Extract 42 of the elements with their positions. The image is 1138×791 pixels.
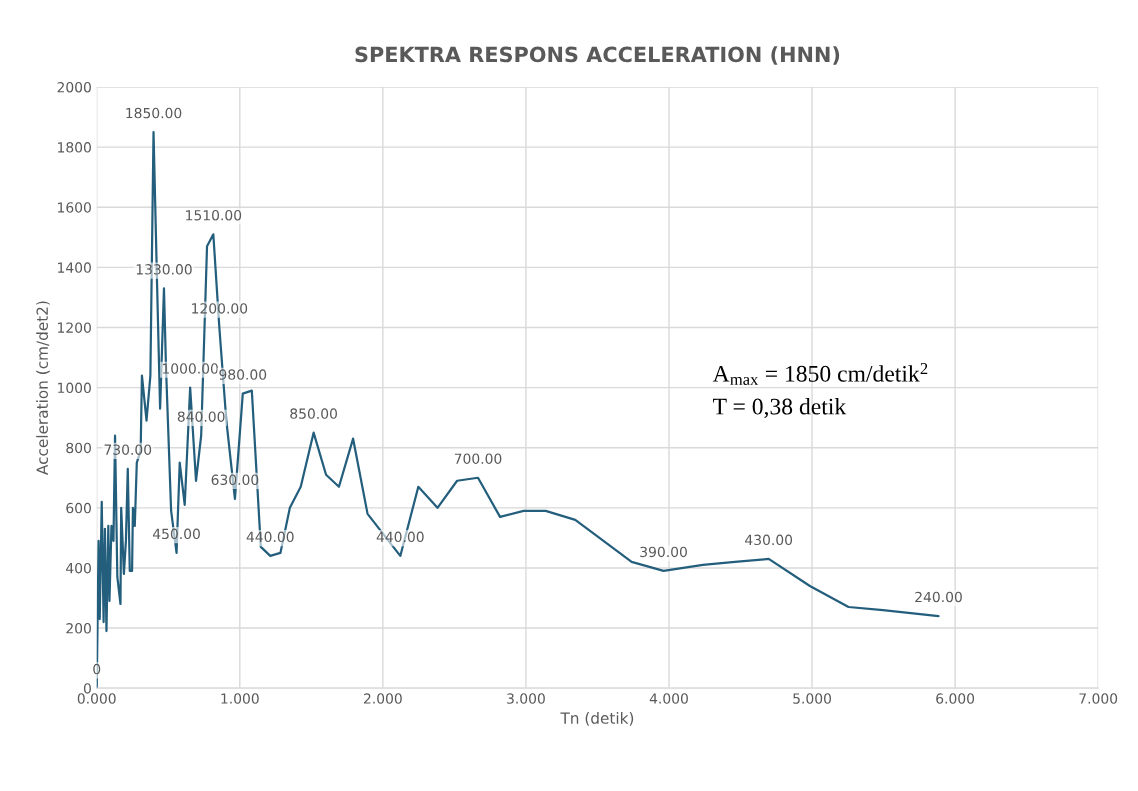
annotation: A$_{max}$ = 1850 cm/detik$^{2}$ (712, 362, 928, 385)
data-label: 430.00 (745, 534, 793, 546)
x-tick-label: 0.000 (77, 693, 116, 704)
data-label: 1850.00 (126, 107, 182, 119)
annotation: T = 0,38 detik (713, 397, 847, 418)
data-label: 240.00 (915, 591, 962, 603)
y-tick-label: 400 (66, 562, 91, 574)
x-tick-label: 2.000 (363, 693, 402, 704)
data-label: 730.00 (104, 444, 152, 455)
y-tick-label: 1800 (58, 142, 91, 153)
data-label: 450.00 (152, 528, 200, 540)
y-tick-label: 800 (66, 442, 91, 454)
y-tick-label: 1400 (58, 262, 91, 273)
data-label: 1510.00 (186, 209, 242, 221)
data-label: 840.00 (177, 411, 225, 422)
y-tick-label: 600 (66, 502, 91, 514)
y-tick-label: 1200 (58, 322, 91, 333)
data-label: 0 (93, 663, 101, 675)
x-axis-title: Tn (detik) (560, 712, 634, 726)
data-label: 700.00 (454, 453, 502, 464)
data-label: 1330.00 (136, 264, 192, 275)
chart-title: SPEKTRA RESPONS ACCELERATION (HNN) (355, 46, 840, 65)
data-label: 440.00 (376, 531, 424, 543)
y-tick-label: 0 (83, 683, 91, 694)
y-tick-label: 1000 (58, 382, 91, 394)
y-tick-label: 200 (66, 623, 91, 634)
data-label: 1000.00 (162, 363, 218, 374)
y-tick-label: 1600 (58, 202, 91, 213)
y-tick-label: 2000 (57, 81, 91, 93)
x-tick-label: 3.000 (507, 693, 545, 704)
y-axis-title: Acceleration (cm/det2) (36, 301, 50, 475)
data-label: 1200.00 (192, 303, 248, 314)
x-tick-label: 7.000 (1079, 693, 1118, 704)
x-tick-label: 4.000 (649, 693, 688, 704)
x-tick-label: 5.000 (793, 693, 831, 704)
data-label: 440.00 (246, 531, 294, 543)
data-label: 850.00 (290, 408, 337, 419)
data-label: 980.00 (219, 369, 267, 380)
x-tick-label: 6.000 (936, 693, 975, 704)
x-tick-label: 1.000 (221, 693, 259, 704)
data-label: 390.00 (640, 546, 687, 558)
data-label: 630.00 (211, 474, 259, 485)
